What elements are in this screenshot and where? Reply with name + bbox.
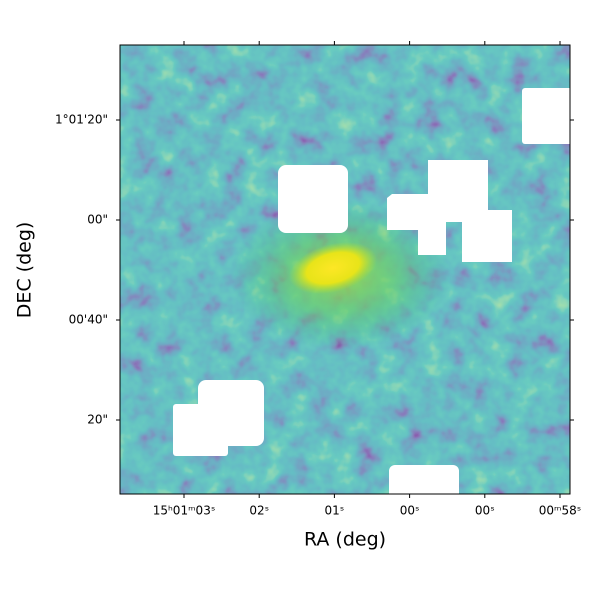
y-tick-label: 1°01'20" <box>55 113 108 127</box>
x-axis-label: RA (deg) <box>304 529 386 551</box>
plot-frame <box>119 44 571 495</box>
y-axis-label: DEC (deg) <box>14 222 36 319</box>
x-tick-label: 01ˢ <box>325 504 345 518</box>
image <box>120 45 570 494</box>
x-tick-label: 00ᵐ58ˢ <box>539 504 582 518</box>
y-tick-label: 20" <box>87 413 108 427</box>
y-tick-label: 00'40" <box>69 313 108 327</box>
x-tick-label: 02ˢ <box>249 504 269 518</box>
x-tick-label: 00ˢ <box>400 504 420 518</box>
y-tick-label: 00" <box>87 213 108 227</box>
x-tick-label: 00ˢ <box>475 504 495 518</box>
x-tick-label: 15ʰ01ᵐ03ˢ <box>153 504 216 518</box>
